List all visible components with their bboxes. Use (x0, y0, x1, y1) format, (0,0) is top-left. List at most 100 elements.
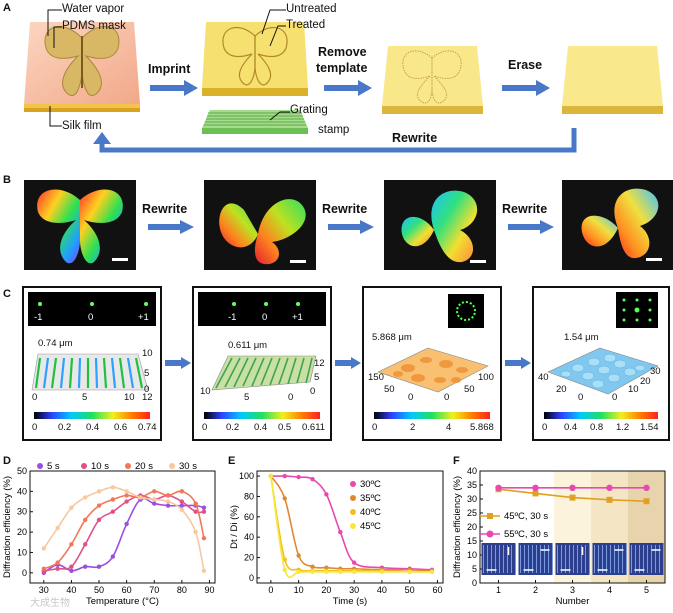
x-tick-label: 50 (94, 585, 104, 595)
data-point (124, 489, 129, 494)
data-point (124, 499, 129, 504)
axis-tick: 0 (578, 392, 584, 403)
y-tick-label: 60 (244, 512, 254, 522)
y-tick-label: 40 (244, 532, 254, 542)
data-point (296, 474, 301, 480)
y-tick-label: 10 (17, 547, 27, 557)
axis-tick: 12 (314, 358, 325, 369)
data-point (201, 505, 207, 510)
diffraction-spot (232, 302, 236, 306)
data-point (69, 568, 74, 573)
scale-bar-b3 (470, 260, 486, 263)
chart-d: 0 10 20 30 40 50 30 40 50 60 70 80 90 Temperature (°C… (2, 461, 216, 607)
legend-label: 10 s (91, 461, 109, 472)
c-arrow-icon-1 (165, 357, 191, 369)
rewrite-arrow-label-b1: Rewrite (142, 202, 188, 216)
colorbar-tick: 0.5 (278, 422, 292, 433)
data-point (569, 484, 576, 491)
erase-step-label: Erase (508, 58, 543, 72)
legend-label: 35ºC (360, 493, 381, 504)
butterfly-pattern-2 (219, 199, 306, 265)
data-point (643, 484, 650, 491)
axis-tick: 5 (82, 392, 88, 403)
chart-f: 0 5 10 15 20 25 30 35 40 1 2 3 4 5 Number Diffraction e… (452, 466, 666, 607)
colorbar-tick: 0.8 (590, 422, 604, 433)
y-tick-label: 30 (17, 507, 27, 517)
data-point (179, 507, 185, 512)
height-label-3: 5.868 μm (372, 332, 412, 343)
x-tick-label: 2 (533, 585, 538, 595)
panel-label-a: A (3, 2, 11, 14)
afm-panel-3: 5.868 μm 150 50 0 100 50 0 0 2 4 5.868 (362, 286, 502, 441)
order-label-0: 0 (262, 312, 268, 323)
scale-bar-b2 (290, 260, 306, 263)
data-point (429, 569, 435, 574)
data-point (296, 569, 301, 574)
x-axis-title: Time (s) (333, 596, 367, 607)
data-point (165, 503, 171, 508)
grating-label: Grating (290, 104, 328, 116)
panel-label-c: C (3, 288, 11, 300)
c-arrow-icon-3 (505, 357, 531, 369)
diffraction-pattern-2: -1 0 +1 (198, 292, 326, 326)
data-point (110, 485, 116, 490)
afm-panel-2: -1 0 +1 0.611 μm 12 5 0 10 5 0 0 0.2 0.4… (192, 286, 332, 441)
y-tick-label: 50 (17, 466, 27, 476)
legend-label: 55ºC, 30 s (504, 529, 548, 540)
imprinted-film-block (380, 40, 485, 125)
x-tick-label: 1 (496, 585, 501, 595)
stamp-label: stamp (318, 124, 350, 136)
data-point (268, 473, 274, 479)
colorbar-tick: 0.74 (138, 422, 157, 433)
y-tick-label: 15 (467, 536, 477, 546)
y-tick-label: 20 (244, 553, 254, 563)
x-tick-label: 70 (149, 585, 159, 595)
series-line (270, 475, 432, 572)
x-tick-label: 30 (39, 585, 49, 595)
y-tick-label: 80 (244, 491, 254, 501)
y-tick-label: 0 (22, 568, 27, 578)
colorbar-3 (374, 412, 490, 419)
data-point (495, 484, 502, 491)
diffraction-pattern-4 (616, 292, 658, 328)
legend-label: 45ºC (360, 521, 381, 532)
legend-label: 45ºC, 30 s (504, 511, 548, 522)
legend-marker (350, 495, 356, 501)
legend-marker (487, 513, 493, 519)
panel-label-d: D (3, 455, 11, 467)
x-tick-label: 40 (66, 585, 76, 595)
colorbar-tick: 0 (372, 422, 378, 433)
data-point (351, 569, 357, 574)
pointer-lines-a1 (47, 9, 62, 127)
y-tick-label: 40 (17, 486, 27, 496)
legend-marker (350, 481, 356, 487)
data-point (165, 493, 171, 498)
axis-tick: 150 (368, 372, 384, 383)
x-tick-label: 20 (321, 585, 331, 595)
axis-tick: 50 (464, 384, 475, 395)
y-axis-title: Diffraction efficiency (%) (2, 476, 13, 578)
data-point (69, 542, 74, 547)
data-point (69, 564, 74, 569)
x-tick-label: 90 (204, 585, 214, 595)
axis-tick: 10 (142, 348, 153, 359)
colorbar-tick: 0.4 (254, 422, 268, 433)
x-tick-label: 0 (268, 585, 273, 595)
data-point (532, 484, 539, 491)
axis-tick: 50 (384, 384, 395, 395)
colorbar-tick: 0 (32, 422, 38, 433)
colorbar-tick: 0.611 (302, 422, 326, 433)
data-point (282, 567, 287, 572)
data-point (83, 542, 88, 547)
x-axis-title: Number (556, 596, 590, 607)
data-point (324, 492, 329, 497)
axis-tick: 0 (288, 392, 294, 403)
diffraction-pattern-3 (448, 294, 484, 328)
axis-tick: 20 (640, 376, 651, 387)
y-tick-label: 40 (467, 466, 477, 476)
data-point (569, 494, 576, 501)
imprint-step-label: Imprint (148, 62, 191, 76)
data-point (296, 553, 301, 558)
data-point (152, 489, 157, 494)
data-point (179, 499, 185, 504)
